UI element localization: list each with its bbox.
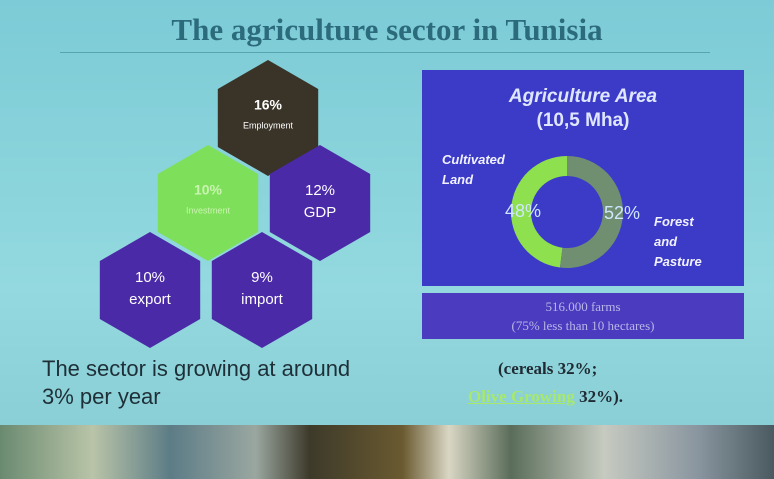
hex-value: 12% <box>305 182 335 199</box>
hex-label: Investment <box>186 205 231 215</box>
hex-value: 10% <box>194 182 223 198</box>
hex-value: 9% <box>251 269 273 286</box>
slice-label: 52% <box>604 203 640 223</box>
slice-label: 48% <box>505 201 541 221</box>
hex-label: GDP <box>304 204 337 221</box>
hex-label: export <box>129 291 172 308</box>
graphics: 16% Employment 10% Investment 12% GDP 10% expor… <box>0 0 774 479</box>
slide: The agriculture sector in Tunisia Agricu… <box>0 0 774 479</box>
hex-value: 16% <box>254 97 283 113</box>
hex-label: import <box>241 291 284 308</box>
hex-value: 10% <box>135 269 165 286</box>
hex-label: Employment <box>243 120 294 130</box>
